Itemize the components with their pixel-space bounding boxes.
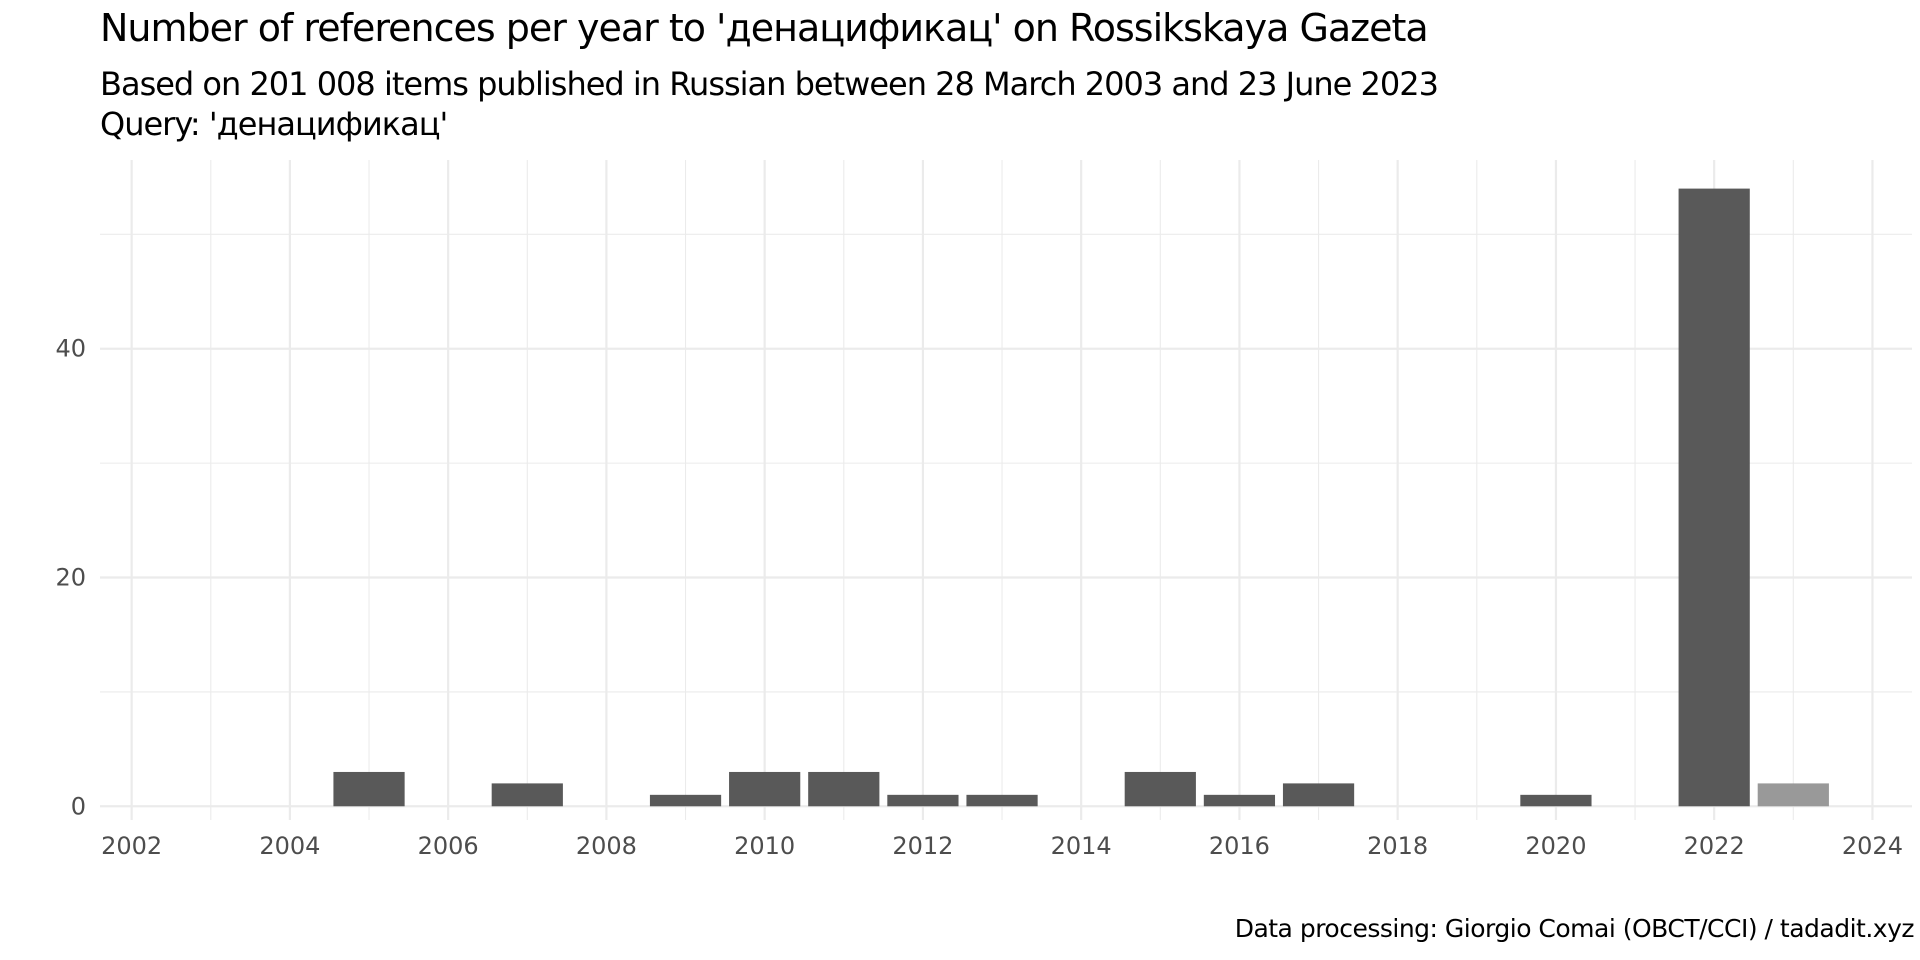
bar-2012 [887,794,959,807]
bar-2010 [729,771,801,807]
bar-2023 [1757,783,1829,807]
bar-2022 [1678,188,1750,807]
subtitle-line-2: Query: 'денацификац' [100,105,448,143]
major-gridlines [100,160,1912,820]
x-tick-label: 2014 [1051,832,1112,860]
x-tick-label: 2020 [1525,832,1586,860]
chart-caption: Data processing: Giorgio Comai (OBCT/CCI… [1234,914,1915,943]
bar-2017 [1282,783,1355,807]
y-tick-label: 0 [71,792,86,820]
x-tick-label: 2010 [734,832,795,860]
bar-2009 [649,794,722,807]
bar-2013 [966,794,1038,807]
x-axis-tick-labels: 2002 2004 2006 2008 2010 2012 2014 2016 2018 2020… [101,832,1903,860]
minor-gridlines [100,160,1912,820]
x-tick-label: 2002 [101,832,162,860]
subtitle-line-1: Based on 201 008 items published in Russ… [100,65,1439,103]
x-tick-label: 2008 [576,832,637,860]
y-tick-label: 20 [55,564,86,592]
bar-2007 [491,783,563,807]
chart-title: Number of references per year to 'денаци… [100,6,1429,50]
bar-2005 [333,771,405,807]
y-tick-label: 40 [55,335,86,363]
x-tick-label: 2016 [1209,832,1270,860]
x-tick-label: 2006 [418,832,479,860]
chart-subtitle: Based on 201 008 items published in Russ… [100,64,1439,144]
bar-2016 [1203,794,1276,807]
x-tick-label: 2018 [1367,832,1428,860]
x-tick-label: 2012 [892,832,953,860]
bar-2020 [1520,794,1592,807]
bar-2011 [808,771,880,807]
x-tick-label: 2004 [259,832,320,860]
x-tick-label: 2022 [1684,832,1745,860]
bar-2015 [1124,771,1196,807]
y-axis-tick-labels: 0 20 40 [55,335,86,821]
bars [333,188,1829,807]
x-tick-label: 2024 [1842,832,1903,860]
